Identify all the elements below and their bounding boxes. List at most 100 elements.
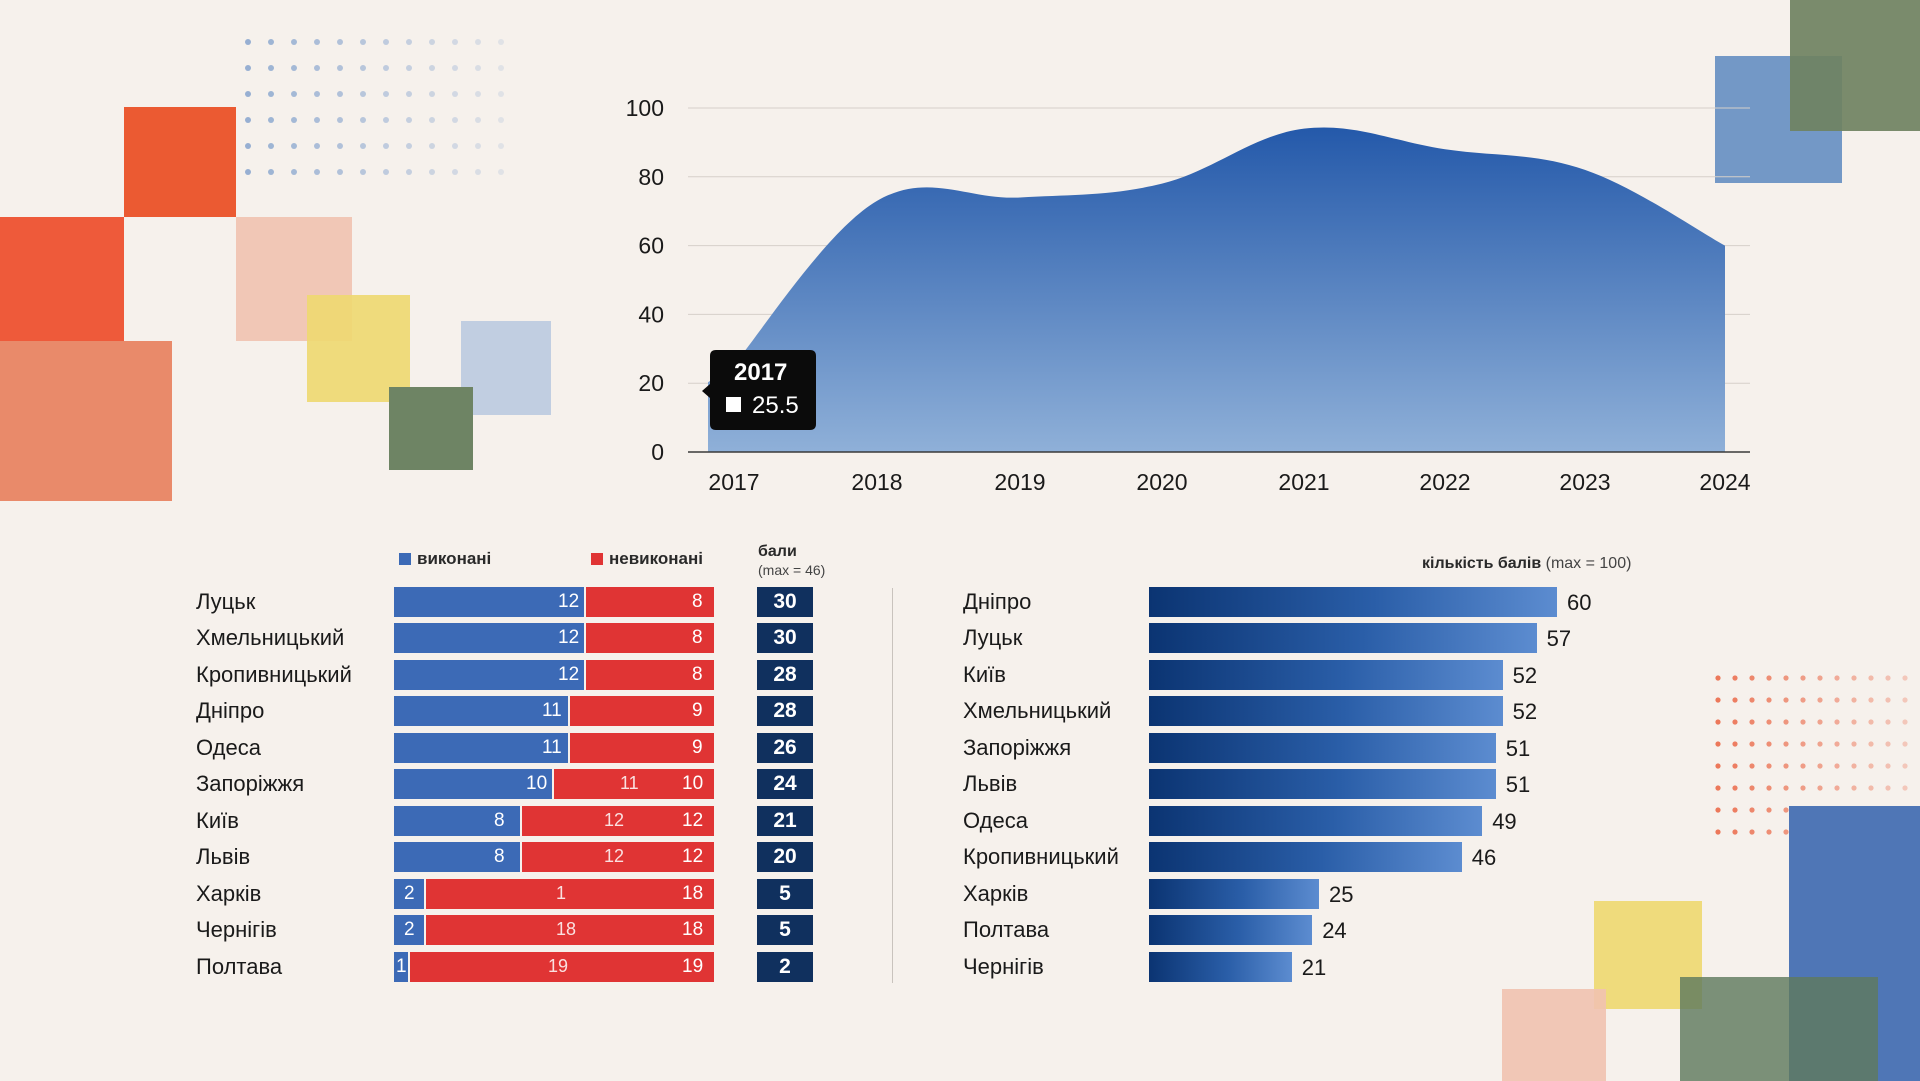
deco-square-salmon xyxy=(0,341,172,501)
score-value: 57 xyxy=(1546,626,1572,652)
deco-square-yellow xyxy=(307,295,410,402)
score-city-label: Дніпро xyxy=(963,589,1032,614)
bar-done xyxy=(394,769,552,800)
task-row: Кропивницький 12 8 28 xyxy=(0,659,830,690)
score-value: 52 xyxy=(1512,662,1538,688)
area-y-ticks: 0 20 40 60 80 100 xyxy=(626,95,664,465)
score-city-label: Хмельницький xyxy=(963,698,1112,724)
task-city-label: Одеса xyxy=(196,734,261,760)
score-value: 52 xyxy=(1512,699,1538,725)
bar-done xyxy=(394,878,424,909)
score-value: 25 xyxy=(1329,881,1354,907)
bar-not-done xyxy=(554,769,714,800)
bar-not-done xyxy=(586,587,714,617)
bar-not-done xyxy=(426,878,714,909)
bar-not-done xyxy=(522,805,714,836)
score-row: Кропивницький 46 xyxy=(0,842,1700,873)
bar-done-value: 12 xyxy=(558,627,580,649)
area-x-tick-label: 2021 xyxy=(1278,469,1329,495)
area-y-tick-label: 0 xyxy=(651,439,664,465)
bar-not-done-value: 18 xyxy=(682,919,704,941)
legend-done-label: виконані xyxy=(417,549,492,568)
score-row: Одеса 49 xyxy=(0,805,1700,836)
area-y-tick-label: 80 xyxy=(638,164,664,190)
bar-not-done-value: 8 xyxy=(692,663,703,685)
task-row: Чернігів 2 18 18 5 xyxy=(0,915,830,946)
bar-done-value: 2 xyxy=(404,919,415,941)
bar-not-done-value: 18 xyxy=(682,882,704,904)
bar-done-value: 8 xyxy=(494,846,505,868)
score-value: 46 xyxy=(1471,845,1497,871)
score-bar xyxy=(1149,623,1537,654)
score-row: Чернігів 21 xyxy=(0,951,1700,982)
score-row: Харків 25 xyxy=(0,878,1700,909)
score-city-label: Кропивницький xyxy=(963,844,1119,870)
score-value: 60 xyxy=(1567,590,1592,615)
points-header: бали (max = 46) xyxy=(758,543,825,579)
score-city-label: Одеса xyxy=(963,807,1028,833)
points-header-label: бали xyxy=(758,543,797,560)
area-x-tick-label: 2018 xyxy=(851,469,902,495)
task-row: Дніпро 11 9 28 xyxy=(0,696,830,727)
score-city-label: Чернігів xyxy=(963,953,1044,979)
area-x-ticks: 2017 2018 2019 2020 2021 2022 2023 2024 xyxy=(708,469,1750,495)
score-row: Дніпро 60 xyxy=(0,587,1700,617)
bar-not-done-value: 9 xyxy=(692,700,703,722)
score-value: 24 xyxy=(1322,918,1347,944)
score-header-note: (max = 100) xyxy=(1545,555,1632,572)
score-city-label: Запоріжжя xyxy=(963,734,1072,760)
area-y-tick-label: 60 xyxy=(638,233,664,259)
bar-not-done-inner-value: 1 xyxy=(556,882,567,903)
bar-not-done xyxy=(586,659,714,690)
score-row: Запоріжжя 51 xyxy=(0,732,1700,763)
task-city-label: Полтава xyxy=(196,953,283,979)
legend-done-swatch xyxy=(399,553,411,565)
area-x-tick-label: 2019 xyxy=(994,469,1045,495)
task-city-label: Київ xyxy=(196,807,239,833)
bar-done xyxy=(394,587,584,617)
bar-not-done-value: 19 xyxy=(682,955,704,977)
score-value: 49 xyxy=(1492,808,1517,834)
score-bar xyxy=(1149,951,1292,982)
legend-not-done-label: невиконані xyxy=(609,549,704,568)
bar-not-done xyxy=(570,732,714,763)
area-y-tick-label: 40 xyxy=(638,301,664,327)
task-city-label: Луцьк xyxy=(196,589,256,614)
score-bar xyxy=(1149,915,1313,946)
bar-not-done-value: 12 xyxy=(682,846,704,868)
score-row: Полтава 24 xyxy=(0,915,1700,946)
bar-done xyxy=(394,842,520,873)
bar-done xyxy=(394,951,408,982)
legend-not-done-swatch xyxy=(591,553,603,565)
bar-not-done-inner-value: 12 xyxy=(604,809,625,830)
tooltip-label: 2017 xyxy=(734,359,787,386)
bar-not-done-inner-value: 11 xyxy=(620,773,639,794)
legend-not-done: невиконані xyxy=(591,549,703,569)
bar-not-done-value: 10 xyxy=(682,773,704,795)
points-header-note: (max = 46) xyxy=(758,562,826,578)
points-value: 24 xyxy=(757,769,813,800)
points-value: 5 xyxy=(757,915,813,946)
area-y-tick-label: 100 xyxy=(626,95,664,121)
bar-not-done-inner-value: 12 xyxy=(604,846,625,867)
bar-not-done xyxy=(522,842,714,873)
deco-square-green-top xyxy=(1790,0,1920,131)
task-city-label: Хмельницький xyxy=(196,625,345,651)
task-city-label: Кропивницький xyxy=(196,661,352,687)
task-row: Хмельницький 12 8 30 xyxy=(0,623,830,654)
bar-done-value: 12 xyxy=(558,663,580,685)
score-bar xyxy=(1149,805,1483,836)
task-row: Луцьк 12 8 30 xyxy=(0,587,830,617)
bar-not-done xyxy=(570,696,714,727)
score-city-label: Львів xyxy=(963,771,1018,797)
area-x-tick-label: 2017 xyxy=(708,469,759,495)
score-city-label: Харків xyxy=(963,880,1029,906)
task-row: Львів 8 12 12 20 xyxy=(0,842,830,873)
task-row: Харків 2 1 18 5 xyxy=(0,878,830,909)
points-value: 28 xyxy=(757,696,813,727)
points-value: 5 xyxy=(757,878,813,909)
deco-square-green xyxy=(389,387,473,470)
bar-done-value: 10 xyxy=(526,773,548,795)
score-city-label: Київ xyxy=(963,661,1006,687)
bar-done-value: 12 xyxy=(558,591,580,612)
